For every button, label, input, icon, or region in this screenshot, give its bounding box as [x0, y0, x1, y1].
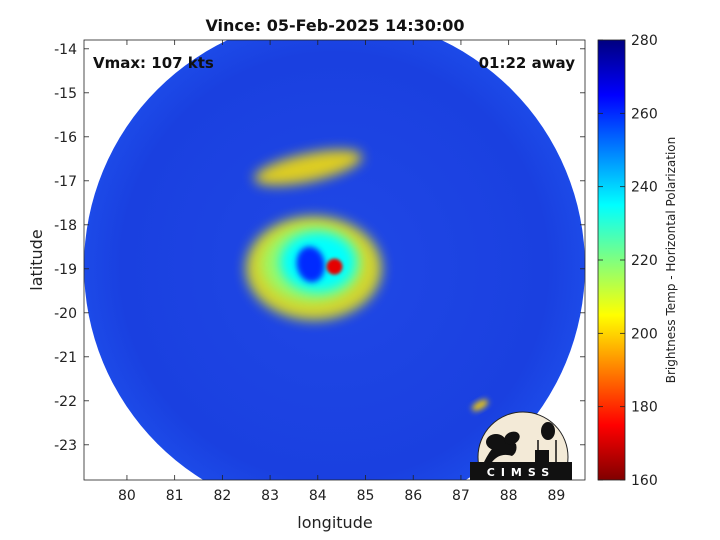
- y-tick-label: -17: [54, 174, 77, 190]
- y-tick-label: -22: [54, 394, 77, 410]
- plot-area: [84, 40, 585, 480]
- y-tick-label: -15: [54, 86, 77, 102]
- y-tick-label: -21: [54, 350, 77, 366]
- feature-spiral-band-north: [254, 149, 363, 186]
- x-tick-label: 80: [118, 488, 136, 504]
- y-tick-label: -20: [54, 306, 77, 322]
- y-tick-label: -18: [54, 218, 77, 234]
- colorbar-tick-label: 260: [631, 106, 658, 122]
- chart-title: Vince: 05-Feb-2025 14:30:00: [205, 16, 464, 35]
- y-axis-ticks: -14 -15 -16 -17 -18 -19 -20 -21 -22 -23: [54, 42, 585, 454]
- feature-rainband-southeast: [471, 399, 489, 411]
- cimss-logo-text: CIMSS: [487, 466, 555, 479]
- x-tick-label: 88: [500, 488, 518, 504]
- y-tick-label: -23: [54, 438, 77, 454]
- colorbar-tick-label: 240: [631, 180, 658, 196]
- x-tick-label: 82: [213, 488, 231, 504]
- y-tick-label: -14: [54, 42, 77, 58]
- feature-eye: [326, 258, 343, 275]
- vmax-annotation: Vmax: 107 kts: [93, 54, 214, 72]
- colorbar-label: Brightness Temp - Horizontal Polarizatio…: [664, 137, 678, 384]
- colorbar: 280 260 240 220 200 180 160 Brightness Temp - …: [597, 33, 678, 489]
- x-axis-label: longitude: [297, 513, 372, 532]
- colorbar-ticks: 280 260 240 220 200 180 160: [598, 33, 658, 489]
- y-tick-label: -16: [54, 130, 77, 146]
- cimss-logo: CIMSS: [470, 411, 572, 480]
- x-tick-label: 84: [309, 488, 327, 504]
- plot-frame: [83, 39, 586, 481]
- x-tick-label: 89: [547, 488, 565, 504]
- x-tick-label: 83: [261, 488, 279, 504]
- time-away-annotation: 01:22 away: [479, 54, 576, 72]
- colorbar-tick-label: 280: [631, 33, 658, 49]
- colorbar-tick-label: 180: [631, 400, 658, 416]
- colorbar-tick-label: 160: [631, 473, 658, 489]
- storm-features: [245, 149, 489, 411]
- x-tick-label: 85: [357, 488, 375, 504]
- colorbar-tick-label: 220: [631, 253, 658, 269]
- x-tick-label: 81: [166, 488, 184, 504]
- y-axis-label: latitude: [27, 229, 46, 290]
- x-tick-label: 87: [452, 488, 470, 504]
- feature-eyewall-core: [296, 246, 325, 283]
- y-tick-label: -19: [54, 262, 77, 278]
- colorbar-tick-label: 200: [631, 326, 658, 342]
- x-axis-ticks: 80 81 82 83 84 85 86 87 88 89: [118, 40, 565, 504]
- x-tick-label: 86: [404, 488, 422, 504]
